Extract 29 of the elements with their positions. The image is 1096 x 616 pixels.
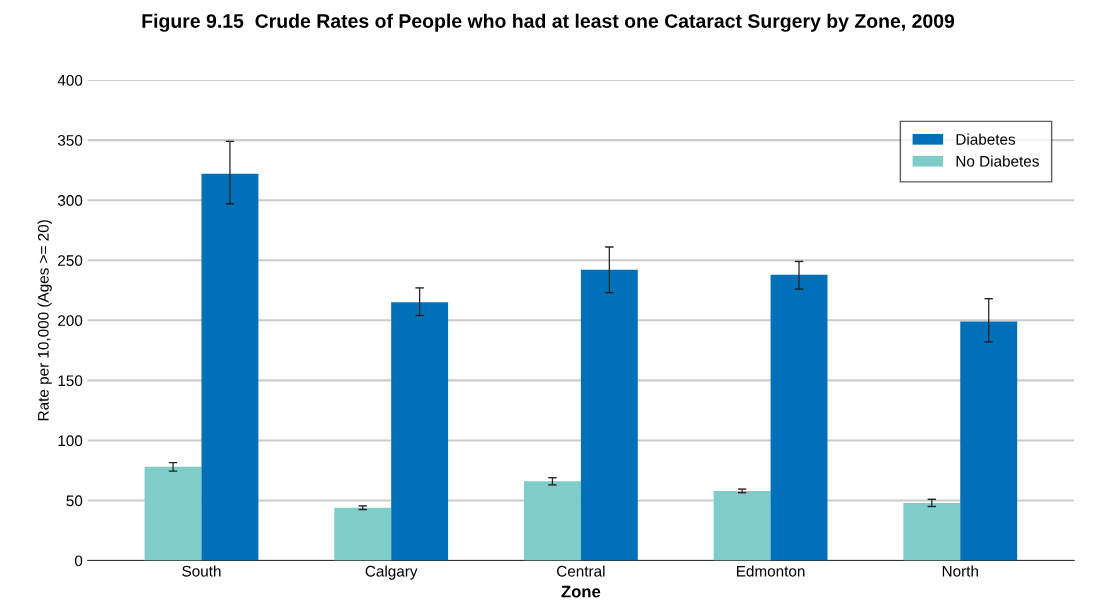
y-tick-label: 200 — [58, 315, 83, 327]
y-axis-title: Rate per 10,000 (Ages >= 20) — [37, 220, 52, 421]
bar — [523, 481, 581, 561]
x-tick-label: Edmonton — [737, 565, 805, 577]
bar — [580, 269, 638, 561]
y-tick-label: 100 — [58, 435, 83, 447]
y-tick-label: 150 — [58, 375, 83, 387]
y-tick-label: 50 — [66, 495, 83, 507]
bar — [713, 490, 771, 561]
bar — [770, 274, 828, 561]
bar — [144, 466, 202, 561]
x-tick-label: Central — [557, 565, 605, 577]
legend-label: Diabetes — [956, 133, 1016, 145]
bar — [334, 507, 392, 561]
y-tick-label: 0 — [74, 555, 83, 567]
chart-title: Figure 9.15 Crude Rates of People who had at least one Cataract Surgery by Zone, 2009 — [142, 13, 955, 32]
bar — [903, 502, 961, 561]
y-tick-label: 350 — [57, 135, 83, 146]
x-tick-label: North — [942, 565, 978, 577]
x-tick-label: South — [182, 565, 221, 577]
bar — [201, 173, 259, 561]
x-axis-title: Zone — [561, 585, 601, 598]
x-tick-label: Calgary — [365, 565, 418, 580]
legend-label: No Diabetes — [956, 155, 1039, 167]
y-tick-label: 400 — [57, 74, 83, 86]
y-tick-label: 300 — [57, 195, 83, 206]
bar — [960, 321, 1018, 561]
bar — [391, 302, 449, 561]
y-tick-label: 250 — [58, 255, 83, 266]
